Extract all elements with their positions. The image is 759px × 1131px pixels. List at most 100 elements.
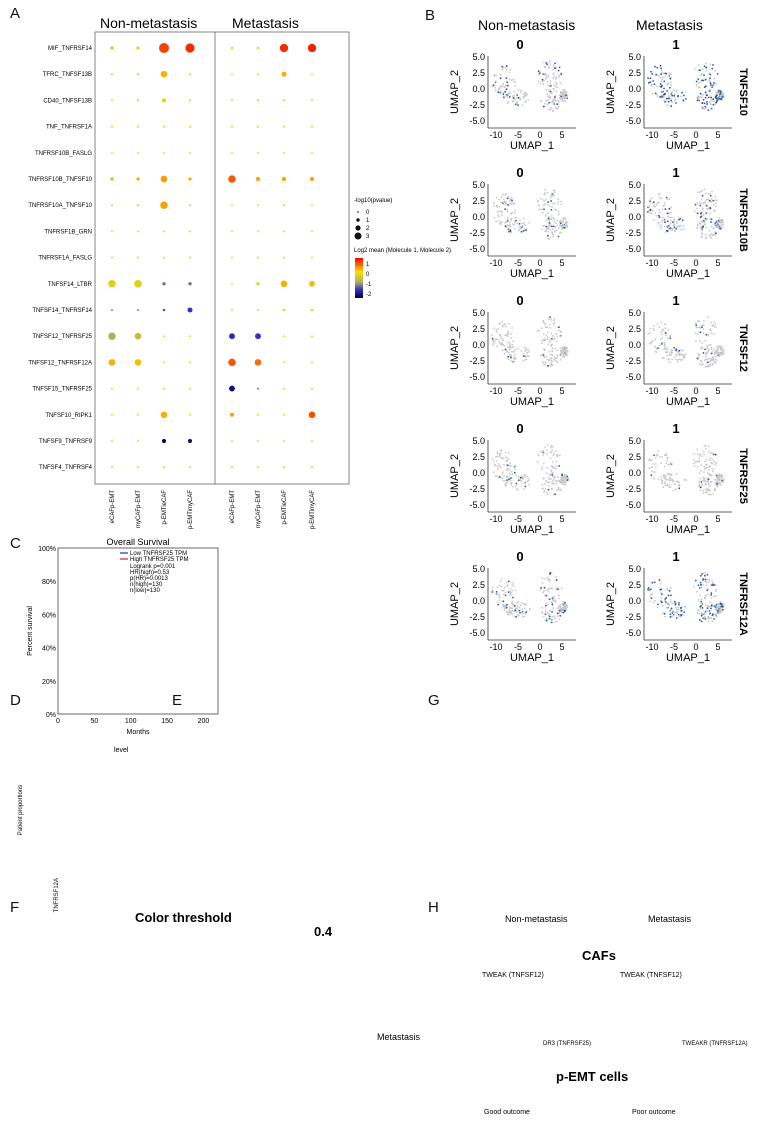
panel-b-cell-point [706,207,708,210]
panel-b-cell-point [712,355,715,358]
panel-b-x-tick: -5 [514,642,522,652]
panel-b-cell-point [506,464,509,467]
panel-b-cell-point [699,607,702,610]
panel-b-cell-point [706,94,708,96]
panel-b-cell-point [541,468,543,471]
panel-b-cell-point [536,199,539,202]
panel-b-y-label: UMAP_2 [449,582,461,626]
panel-b-cell-point [713,460,716,463]
panel-b-cell-point [663,99,665,101]
panel-b-cell-point [703,616,706,619]
panel-b-cell-point [541,212,544,214]
panel-b-cell-point [698,222,701,225]
panel-b-cell-point [550,218,553,221]
panel-b-cell-point [565,223,568,226]
panel-a-dot [189,99,191,102]
panel-b-cell-point [656,606,659,609]
panel-b-cell-point [700,464,702,467]
panel-b-cell-point [703,65,706,67]
panel-label-b: B [425,7,435,24]
panel-b-cell-point [564,483,567,486]
panel-b-cell-point [711,67,714,70]
panel-b-cell-point [541,78,544,81]
panel-b-cell-point [702,579,704,581]
panel-b-cell-point [664,231,667,234]
panel-b-cell-point [701,455,704,457]
panel-a-dot [189,151,191,154]
panel-b-cell-point [549,90,552,93]
panel-b-cell-point [505,485,507,487]
panel-b-cell-point [699,191,701,193]
panel-b-cell-point [508,348,511,351]
panel-b-cell-point [713,321,716,323]
panel-b-cell-point [668,336,671,339]
panel-a-dot [163,466,165,469]
panel-b-cell-point [505,77,508,79]
panel-a-dot [310,308,314,312]
panel-b-cell-point [705,595,707,597]
panel-b-cell-point [660,67,662,70]
panel-b-cell-point [557,476,559,478]
panel-b-cell-point [701,607,704,609]
panel-b-cell-point [705,66,707,69]
panel-b-cell-point [721,227,724,229]
panel-b-cell-point [561,476,563,479]
panel-b-cell-point [700,212,702,215]
panel-b-cell-point [695,340,697,342]
panel-b-x-tick: -5 [670,514,678,524]
panel-b-cell-point [512,346,515,348]
panel-b-cell-point [509,68,511,71]
panel-b-cell-point [539,588,541,591]
panel-b-cell-point [502,589,505,592]
panel-b-x-tick: 5 [715,386,720,396]
panel-b-x-tick: 0 [693,386,698,396]
panel-b-cell-point [548,224,550,227]
panel-b-cell-point [647,77,649,80]
panel-b-cell-point [495,329,498,331]
panel-b-cell-point [712,468,715,470]
panel-b-cell-point [560,349,562,352]
panel-b-cell-point [528,350,531,353]
panel-b-cell-point [714,595,717,598]
panel-b-cell-point [694,210,697,213]
panel-b-cell-point [713,233,716,236]
panel-b-cell-point [683,478,686,481]
panel-b-cell-point [708,459,711,462]
panel-a-dot [283,387,285,390]
panel-b-cell-point [668,198,671,201]
panel-b-cell-point [662,612,664,615]
panel-a-dot [257,440,259,442]
panel-b-cell-point [662,329,664,332]
panel-b-cell-point [656,95,659,98]
panel-b-cell-point [709,329,712,332]
panel-b-cell-point [516,222,519,225]
panel-a-dot [283,440,285,442]
panel-b-cell-point [696,227,699,230]
panel-b-cell-point [556,479,558,482]
panel-b-cell-point [492,460,495,463]
panel-a-dot [111,151,113,154]
panel-b-cell-point [546,493,549,496]
panel-b-cell-point [563,473,566,475]
panel-b-cell-point [546,237,549,240]
panel-b-cell-point [665,97,668,100]
panel-b-x-tick: 0 [537,514,542,524]
panel-b-cell-point [549,236,552,239]
panel-b-cell-point [492,589,494,591]
panel-b-cell-point [650,212,653,215]
panel-b-cell-point [662,474,665,476]
panel-b-cell-point [545,480,548,482]
panel-b-cell-point [549,446,552,448]
panel-b-cell-point [662,93,665,96]
panel-b-cell-point [546,104,549,106]
panel-b-cell-point [713,223,716,226]
panel-b-cell-point [720,610,723,613]
panel-d-y-label: Patient proportions [18,785,24,835]
panel-a-dot [311,230,313,233]
panel-b-cell-point [566,226,568,228]
panel-b-cell-point [525,352,528,354]
panel-b-cell-point [673,602,676,605]
panel-b-cell-point [498,223,501,225]
panel-b-cell-point [720,99,723,102]
panel-b-cell-point [496,455,499,458]
